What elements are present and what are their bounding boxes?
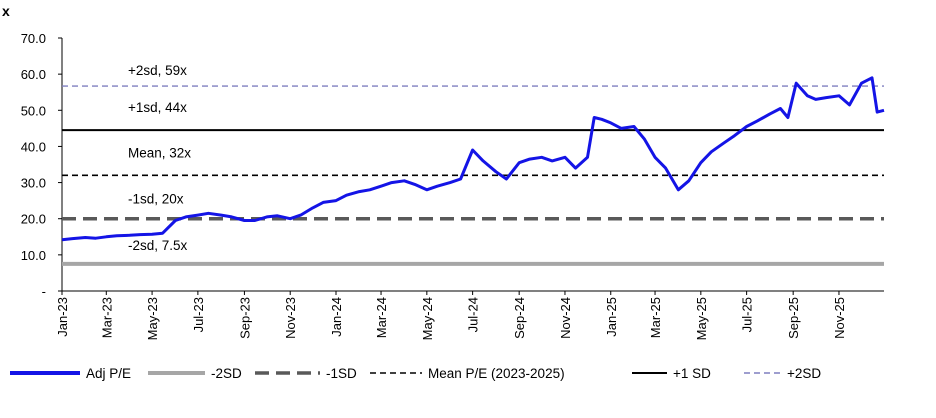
- x-tick-label: Jan-25: [604, 297, 619, 337]
- legend-label: +2SD: [787, 366, 821, 381]
- y-tick-label: 40.0: [21, 139, 46, 154]
- x-axis: Jan-23 Mar-23 May-23 Jul-23 Sep-23 Nov-23 Jan-…: [55, 290, 884, 340]
- x-tick-label: May-25: [694, 297, 709, 340]
- reference-lines: [62, 85, 884, 266]
- x-tick-label: Jul-25: [740, 297, 755, 332]
- band-label: +2sd, 59x: [128, 63, 187, 78]
- legend-label: -2SD: [211, 366, 242, 381]
- x-tick-label: May-24: [420, 297, 435, 340]
- adj-pe-series: [61, 76, 885, 242]
- x-tick-label: Mar-23: [99, 297, 114, 338]
- band-label: -1sd, 20x: [128, 192, 184, 207]
- legend-label: -1SD: [326, 366, 357, 381]
- x-tick-label: Jan-24: [329, 297, 344, 337]
- y-tick-label: 30.0: [21, 176, 46, 191]
- x-tick-label: Sep-23: [237, 297, 252, 339]
- y-unit-label: x: [2, 3, 10, 19]
- adj-pe-line: [61, 76, 885, 242]
- x-tick-label: Jan-23: [55, 297, 70, 337]
- x-tick-label: Jul-24: [466, 297, 481, 332]
- y-tick-label: 10.0: [21, 248, 46, 263]
- y-tick-label: 60.0: [21, 67, 46, 82]
- legend: Adj P/E -2SD -1SD Mean P/E (2023-2025) +1 SD…: [10, 366, 821, 381]
- x-tick-label: Mar-25: [648, 297, 663, 338]
- y-tick-label: 70.0: [21, 31, 46, 46]
- band-label: Mean, 32x: [128, 145, 191, 160]
- y-axis: - 10.0 20.0 30.0 40.0 50.0 60.0 70.0: [21, 31, 63, 299]
- x-tick-label: Nov-24: [558, 297, 573, 339]
- x-tick-label: Sep-24: [512, 297, 527, 339]
- band-label: +1sd, 44x: [128, 100, 187, 115]
- band-label: -2sd, 7.5x: [128, 238, 188, 253]
- y-tick-label: 20.0: [21, 212, 46, 227]
- y-tick-label: 50.0: [21, 103, 46, 118]
- x-tick-label: Nov-23: [283, 297, 298, 339]
- y-tick-label: -: [42, 284, 46, 299]
- x-tick-label: Sep-25: [786, 297, 801, 339]
- x-tick-label: Nov-25: [832, 297, 847, 339]
- legend-label: Mean P/E (2023-2025): [428, 366, 565, 381]
- legend-label: Adj P/E: [86, 366, 131, 381]
- legend-label: +1 SD: [673, 366, 711, 381]
- x-tick-label: May-23: [145, 297, 160, 340]
- band-annotations: +2sd, 59x +1sd, 44x Mean, 32x -1sd, 20x -2sd…: [128, 63, 191, 253]
- x-tick-label: Jul-23: [191, 297, 206, 332]
- x-tick-label: Mar-24: [374, 297, 389, 338]
